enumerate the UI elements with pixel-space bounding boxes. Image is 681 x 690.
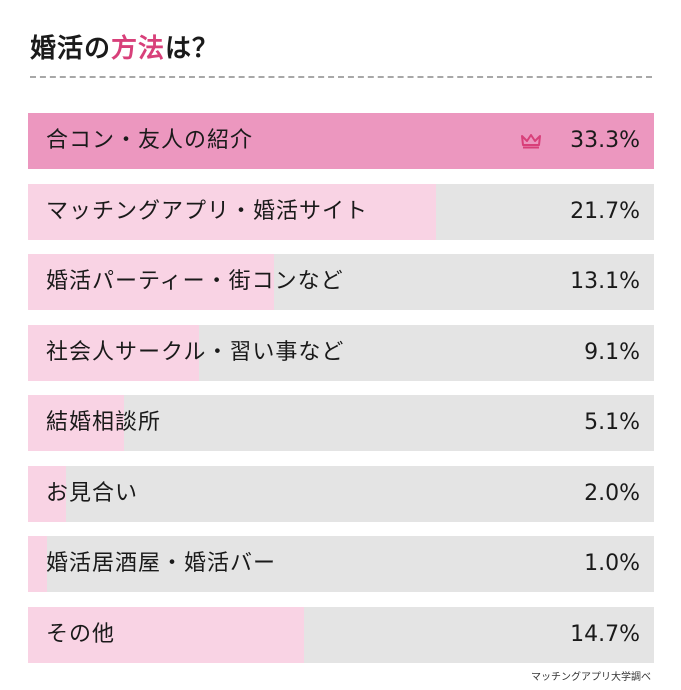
bar (28, 395, 124, 451)
category-label: マッチングアプリ・婚活サイト (46, 199, 369, 224)
bar (28, 536, 47, 592)
title-prefix: 婚活の (30, 34, 112, 64)
category-label: 合コン・友人の紹介 (46, 128, 254, 153)
category-label: 婚活居酒屋・婚活バー (46, 551, 277, 576)
title-accent: 方法 (111, 34, 166, 64)
chart-title: 婚活の方法は？ (30, 28, 219, 65)
value-label: 2.0% (584, 481, 640, 506)
bar-row: 結婚相談所 5.1% (28, 395, 654, 451)
bar-row: その他 14.7% (28, 607, 654, 663)
category-label: その他 (46, 622, 116, 647)
source-note: マッチングアプリ大学調べ (531, 672, 651, 683)
value-label: 9.1% (584, 340, 640, 365)
bar-row: 社会人サークル・習い事など 9.1% (28, 325, 654, 381)
bar-row: マッチングアプリ・婚活サイト 21.7% (28, 184, 654, 240)
category-label: お見合い (46, 481, 139, 506)
value-label: 5.1% (584, 410, 640, 435)
bar (28, 254, 275, 310)
bar (28, 325, 200, 381)
category-label: 婚活パーティー・街コンなど (46, 269, 344, 294)
bar-row: 合コン・友人の紹介 33.3% (28, 113, 654, 169)
value-label: 1.0% (584, 551, 640, 576)
bar (28, 113, 654, 169)
bar-row: 婚活パーティー・街コンなど 13.1% (28, 254, 654, 310)
bar (28, 466, 66, 522)
value-label: 21.7% (570, 199, 640, 224)
value-label: 33.3% (570, 128, 640, 153)
bar (28, 607, 305, 663)
title-suffix: は？ (165, 34, 220, 64)
bar-row: 婚活居酒屋・婚活バー 1.0% (28, 536, 654, 592)
category-label: 社会人サークル・習い事など (46, 340, 345, 365)
crown-icon (521, 134, 541, 149)
bar-row: お見合い 2.0% (28, 466, 654, 522)
value-label: 14.7% (570, 622, 640, 647)
value-label: 13.1% (570, 269, 640, 294)
category-label: 結婚相談所 (46, 410, 162, 435)
title-divider (30, 76, 652, 78)
bar (28, 184, 436, 240)
